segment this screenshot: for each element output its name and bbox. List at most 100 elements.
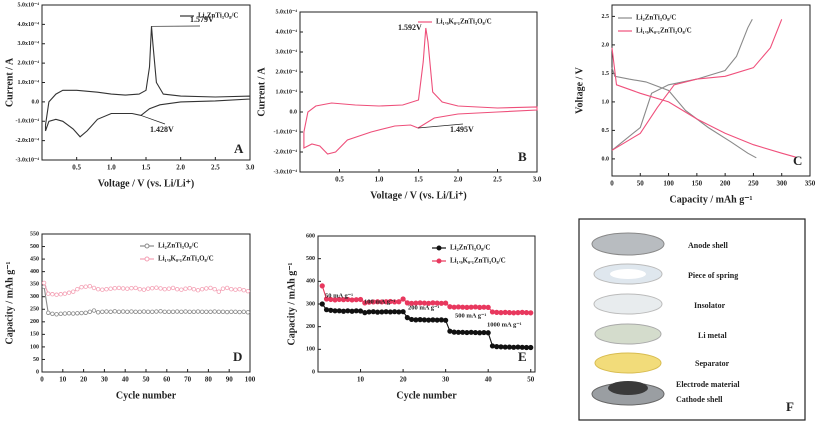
data-point (120, 309, 126, 314)
x-tick-label: 0.5 (72, 164, 81, 172)
diagram-label: Cathode shell (676, 395, 723, 404)
legend-marker (144, 243, 150, 249)
y-tick-label: 5.0x10⁻⁴ (276, 9, 298, 15)
x-tick-label: 1.0 (375, 176, 384, 184)
x-tick-label: 10 (59, 376, 67, 384)
y-tick-label: 300 (306, 301, 315, 307)
data-point (183, 309, 188, 314)
y-tick-label: 2.0x10⁻⁴ (18, 61, 40, 67)
plot-frame (41, 4, 251, 161)
data-point (137, 287, 142, 292)
x-tick-label: 3.0 (533, 176, 542, 184)
x-axis-title: Voltage / V (vs. Li/Li⁺) (98, 178, 195, 189)
data-point (87, 283, 93, 289)
y-axis-title: Voltage / V (574, 66, 585, 113)
data-point (319, 283, 325, 289)
data-point (229, 309, 234, 314)
data-point (468, 304, 474, 310)
annotation: 500 mA g⁻¹ (455, 312, 486, 319)
x-tick-label: 50 (143, 376, 151, 384)
x-tick-label: 100 (663, 180, 674, 188)
data-point (100, 309, 105, 314)
data-point (400, 296, 406, 302)
x-tick-label: 40 (485, 376, 493, 384)
data-point (336, 308, 342, 314)
series-line (303, 27, 538, 155)
data-point (91, 285, 97, 291)
data-point (108, 309, 113, 314)
data-point (502, 309, 508, 315)
annotation: 1.592V (398, 23, 422, 32)
x-tick-label: 90 (226, 376, 234, 384)
data-point (141, 287, 147, 292)
data-point (357, 296, 364, 303)
panel-label: C (793, 153, 802, 168)
data-point (233, 309, 238, 314)
data-point (195, 309, 201, 314)
data-point (494, 309, 500, 315)
y-tick-label: 350 (30, 282, 39, 288)
data-point (451, 329, 457, 335)
data-point (447, 304, 453, 310)
data-point (506, 344, 513, 350)
series-line (611, 19, 797, 158)
data-point (108, 286, 113, 291)
data-point (489, 309, 496, 315)
data-point (141, 309, 147, 314)
panel-label: F (786, 399, 794, 414)
diagram-label: Anode shell (688, 241, 729, 250)
coin-cell-diagram: Anode shell Piece of spring Insolator Li… (578, 218, 806, 421)
x-tick-label: 2.0 (454, 176, 463, 184)
legend-label: Li₁.₉K₀.₁ZnTi₃O₈/C (450, 257, 506, 265)
diagram-label: Li metal (698, 331, 727, 340)
y-tick-label: -2.0x10⁻⁴ (16, 138, 40, 144)
data-point (245, 310, 251, 315)
data-point (187, 285, 192, 291)
data-point (220, 309, 226, 314)
y-tick-label: 0.0 (602, 156, 610, 162)
data-point (391, 309, 398, 315)
data-point (460, 329, 466, 335)
x-tick-label: 300 (776, 180, 787, 188)
data-point (528, 344, 534, 351)
x-tick-label: 60 (163, 376, 171, 384)
data-point (498, 310, 504, 316)
y-tick-label: 2.0 (602, 42, 610, 48)
data-point (95, 310, 101, 315)
data-point (498, 344, 504, 350)
data-point (477, 304, 483, 310)
data-point (438, 300, 444, 306)
data-point (494, 344, 500, 350)
data-point (150, 309, 155, 314)
y-tick-label: 500 (30, 244, 39, 250)
x-tick-label: 2.5 (211, 164, 220, 172)
data-point (179, 309, 184, 314)
data-point (229, 287, 234, 292)
y-tick-label: 400 (30, 269, 39, 275)
y-tick-label: 500 (306, 256, 315, 262)
plot-frame (41, 233, 251, 373)
data-point (345, 308, 351, 314)
data-point (387, 309, 393, 315)
y-tick-label: 200 (30, 319, 39, 325)
y-tick-label: 450 (30, 256, 39, 262)
plot-frame (611, 4, 811, 177)
data-point (477, 330, 483, 336)
data-point (50, 292, 55, 297)
data-point (125, 309, 130, 314)
y-tick-label: 600 (306, 233, 315, 239)
data-point (125, 286, 130, 291)
data-point (50, 311, 55, 316)
data-point (511, 344, 517, 350)
data-point (91, 308, 97, 313)
diagram-label: Piece of spring (688, 271, 738, 280)
y-tick-label: 400 (306, 279, 315, 285)
data-point (158, 309, 163, 314)
x-tick-label: 1.0 (107, 164, 116, 172)
data-point (170, 285, 176, 291)
data-point (216, 309, 221, 314)
y-axis-title: Capacity / mAh g⁻¹ (286, 263, 297, 346)
data-point (79, 284, 84, 290)
data-point (443, 317, 449, 323)
